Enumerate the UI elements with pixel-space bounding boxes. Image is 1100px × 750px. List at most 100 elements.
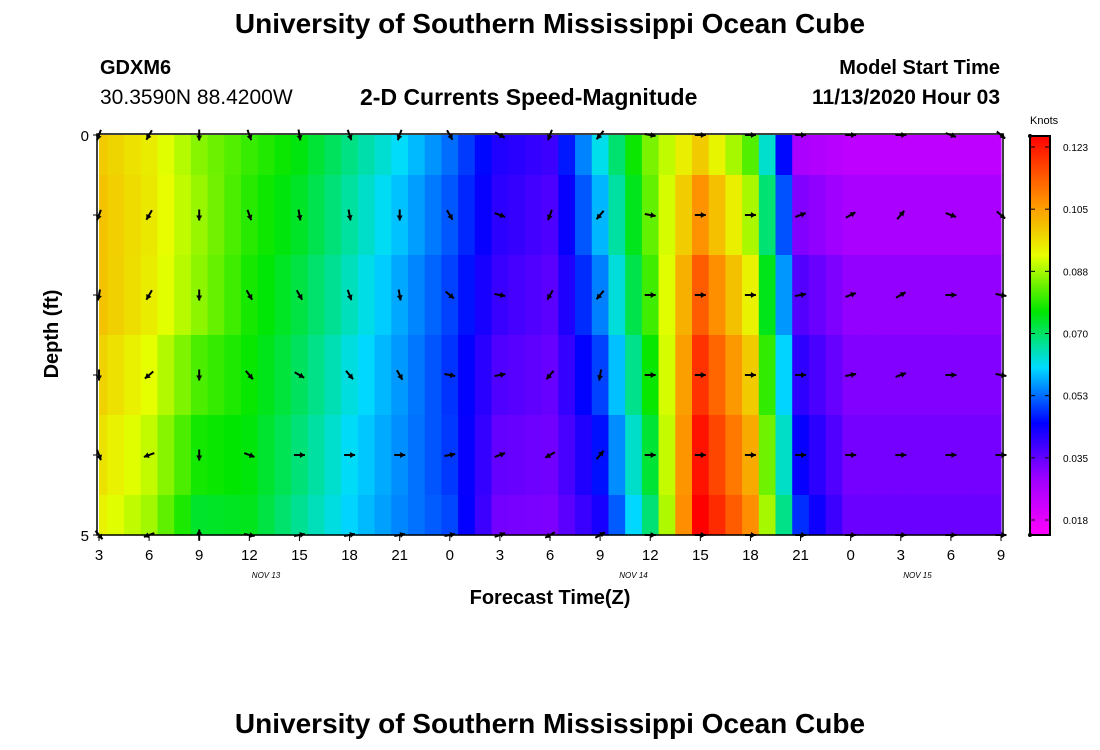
current-vector	[845, 372, 857, 378]
heatmap-cell	[224, 255, 242, 336]
heatmap-cell	[99, 175, 108, 256]
colorbar-corner	[1028, 533, 1032, 537]
colorbar-tick-label: 0.123	[1063, 143, 1088, 154]
heatmap-cell	[374, 335, 392, 416]
current-vector	[544, 451, 556, 459]
heatmap-cell	[257, 255, 275, 336]
heatmap-cell	[975, 335, 994, 416]
heatmap-cell	[274, 255, 292, 336]
heatmap-cell	[424, 175, 443, 256]
y-axis-label: Depth (ft)	[41, 290, 63, 379]
station-id: GDXM6	[100, 57, 172, 79]
heatmap-cell	[658, 255, 676, 336]
heatmap-cell	[99, 495, 108, 536]
heatmap-cell	[909, 495, 927, 536]
heatmap-cell	[625, 335, 643, 416]
heatmap-cell	[324, 495, 342, 536]
heatmap-cell	[959, 255, 977, 336]
heatmap-cell	[341, 135, 359, 176]
heatmap-cell	[240, 135, 259, 176]
heatmap-cell	[291, 135, 309, 176]
heatmap-cell	[608, 335, 626, 416]
current-vector	[945, 292, 957, 298]
current-vector	[293, 452, 305, 458]
heatmap-cell	[758, 255, 777, 336]
colorbar-corner	[1028, 134, 1032, 138]
colorbar-tick-label: 0.053	[1063, 392, 1088, 403]
date-label: NOV 15	[903, 571, 932, 580]
heatmap-cell	[608, 175, 626, 256]
heatmap-cell	[775, 175, 793, 256]
x-tick-label: 6	[947, 547, 955, 564]
heatmap-cell	[357, 175, 376, 256]
heatmap-cell	[558, 175, 576, 256]
current-vector	[145, 209, 153, 221]
heatmap-cell	[357, 415, 376, 496]
heatmap-cell	[825, 415, 843, 496]
heatmap-cell	[875, 415, 894, 496]
current-vector	[396, 369, 404, 381]
heatmap-cell	[474, 255, 493, 336]
heatmap-cell	[625, 135, 643, 176]
heatmap-cell	[658, 135, 676, 176]
x-axis-label: Forecast Time(Z)	[470, 587, 631, 609]
current-vector	[346, 209, 353, 221]
x-tick-label: 21	[792, 547, 809, 564]
heatmap-cell	[357, 255, 376, 336]
heatmap-cell	[875, 495, 894, 536]
heatmap-cell	[558, 415, 576, 496]
colorbar-tick-label: 0.070	[1063, 330, 1088, 341]
x-tick-label: 9	[596, 547, 604, 564]
heatmap-cell	[374, 175, 392, 256]
heatmap-cell	[808, 175, 827, 256]
current-vector	[295, 289, 304, 301]
current-vector	[595, 450, 605, 460]
heatmap-cell	[625, 415, 643, 496]
heatmap-cell	[909, 335, 927, 416]
current-vector	[595, 210, 605, 220]
model-start-label: Model Start Time	[839, 57, 1000, 79]
heatmap-cell	[524, 335, 543, 416]
heatmap-cell	[374, 255, 392, 336]
heatmap-cell	[708, 255, 726, 336]
heatmap-cell	[909, 175, 927, 256]
heatmap-cell	[257, 415, 275, 496]
heatmap-cell	[274, 495, 292, 536]
heatmap-cell	[808, 415, 827, 496]
x-tick-label: 9	[997, 547, 1005, 564]
colorbar: Knots 0.123 0.105 0.088 0.070 0.053 0.035 0.01…	[1028, 115, 1088, 537]
heatmap-cell	[424, 495, 443, 536]
heatmap-cell	[708, 135, 726, 176]
heatmap-cell	[942, 495, 960, 536]
heatmap-cell	[458, 135, 476, 176]
heatmap-cell	[508, 415, 526, 496]
current-vector	[795, 212, 807, 218]
heatmap-cell	[975, 415, 994, 496]
heatmap-cell	[99, 255, 108, 336]
heatmap-cell	[575, 495, 593, 536]
current-vector	[246, 129, 253, 141]
heatmap-cell	[658, 175, 676, 256]
heatmap-cell	[658, 335, 676, 416]
heatmap-cell	[658, 495, 676, 536]
heatmap-cell	[107, 415, 125, 496]
heatmap-cell	[558, 335, 576, 416]
x-tick-label: 6	[546, 547, 554, 564]
heatmap-cell	[742, 135, 760, 176]
heatmap-cell	[174, 135, 192, 176]
current-vector	[243, 452, 255, 458]
current-vector	[644, 372, 656, 378]
current-vector	[546, 289, 554, 301]
heatmap-cell	[357, 335, 376, 416]
heatmap-cell	[374, 495, 392, 536]
heatmap-cell	[975, 255, 994, 336]
heatmap-cell	[825, 495, 843, 536]
current-vector	[895, 291, 907, 299]
heatmap-cell	[207, 175, 225, 256]
heatmap-cell	[207, 255, 225, 336]
heatmap-cell	[558, 135, 576, 176]
heatmap-cell	[959, 335, 977, 416]
heatmap-cell	[625, 495, 643, 536]
heatmap-cell	[508, 135, 526, 176]
heatmap-cell	[174, 335, 192, 416]
